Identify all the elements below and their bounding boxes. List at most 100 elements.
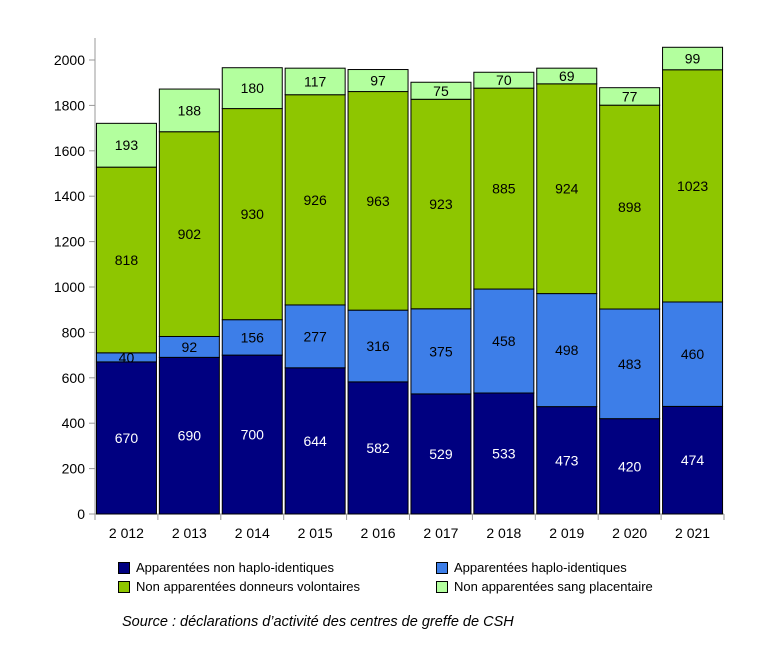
legend-item-unrelated-volunteer: Non apparentées donneurs volontaires — [118, 579, 436, 594]
y-tick-label: 2000 — [54, 52, 85, 68]
stacked-bar-chart: 0 200 400 600 800 1000 1200 1400 1600 1800 2000 2 … — [54, 38, 725, 541]
source-note: Source : déclarations d’activité des cen… — [122, 614, 514, 630]
bar-segment — [473, 288, 535, 394]
data-label: 930 — [241, 206, 265, 222]
data-label: 375 — [429, 343, 453, 359]
y-axis: 0 200 400 600 800 1000 1200 1400 1600 1800 2000 — [54, 38, 96, 522]
data-label: 180 — [241, 80, 265, 96]
bar-segment — [536, 406, 598, 515]
data-label: 898 — [618, 199, 642, 215]
x-axis: 2 012 2 013 2 014 2 015 2 016 2 017 2 018 2 019… — [94, 513, 725, 541]
y-tick-label: 800 — [62, 324, 86, 340]
bar-segment — [284, 94, 346, 306]
data-label: 156 — [241, 329, 265, 345]
x-tick-label: 2 018 — [486, 525, 521, 541]
bars: 670 40 818 193 690 92 902 188 700 156 930 180 644 277… — [95, 46, 724, 515]
x-tick-label: 2 021 — [675, 525, 710, 541]
legend-item-unrelated-cord-blood: Non apparentées sang placentaire — [436, 579, 736, 594]
bar-segment — [473, 87, 535, 290]
bar-segment — [95, 122, 157, 168]
data-label: 483 — [618, 356, 642, 372]
data-label: 97 — [370, 73, 386, 89]
bar-segment — [410, 308, 472, 395]
bar-segment — [221, 67, 283, 110]
data-label: 99 — [685, 51, 701, 67]
data-label: 117 — [304, 73, 327, 89]
bar-segment — [158, 88, 220, 133]
y-tick-label: 1200 — [54, 234, 85, 250]
bar-segment — [662, 301, 724, 407]
y-tick-label: 400 — [62, 415, 86, 431]
data-label: 923 — [429, 196, 453, 212]
data-label: 924 — [555, 181, 579, 197]
data-label: 690 — [178, 428, 202, 444]
bar-segment — [158, 356, 220, 515]
data-label: 316 — [366, 338, 390, 354]
y-tick-label: 1000 — [54, 279, 85, 295]
data-label: 40 — [119, 349, 135, 365]
data-label: 818 — [115, 252, 139, 268]
y-tick-label: 600 — [62, 370, 86, 386]
y-tick-label: 0 — [77, 506, 85, 522]
bar-segment — [95, 166, 157, 354]
data-label: 700 — [241, 427, 265, 443]
bar-segment — [536, 83, 598, 295]
data-label: 77 — [622, 88, 638, 104]
x-tick-label: 2 012 — [109, 525, 144, 541]
bar-segment — [662, 46, 724, 71]
bar-segment — [284, 367, 346, 515]
data-label: 498 — [555, 342, 579, 358]
bar-segment — [473, 392, 535, 515]
x-tick-label: 2 020 — [612, 525, 647, 541]
x-tick-label: 2 016 — [361, 525, 396, 541]
data-label: 926 — [303, 192, 327, 208]
data-label: 458 — [492, 333, 516, 349]
bar-segment — [284, 67, 346, 96]
bar-segment — [221, 108, 283, 321]
bar-segment — [473, 71, 535, 89]
bar-segment — [410, 81, 472, 100]
data-label: 670 — [115, 430, 139, 446]
x-tick-label: 2 017 — [423, 525, 458, 541]
data-label: 69 — [559, 68, 575, 84]
data-label: 582 — [366, 440, 390, 456]
data-label: 420 — [618, 458, 642, 474]
bar-segment — [599, 87, 661, 106]
data-label: 963 — [366, 193, 390, 209]
bar-segment — [221, 319, 283, 356]
data-label: 277 — [303, 328, 327, 344]
bar-segment — [284, 304, 346, 369]
data-label: 92 — [182, 339, 198, 355]
data-label: 474 — [681, 452, 705, 468]
x-tick-label: 2 014 — [235, 525, 270, 541]
data-label: 70 — [496, 72, 512, 88]
y-tick-label: 1400 — [54, 188, 85, 204]
legend-swatch — [118, 580, 130, 593]
data-label: 902 — [178, 226, 202, 242]
legend-label: Non apparentées sang placentaire — [454, 579, 653, 594]
bar-segment — [599, 104, 661, 310]
data-label: 529 — [429, 446, 453, 462]
data-label: 885 — [492, 181, 516, 197]
bar-segment — [347, 309, 409, 383]
data-label: 473 — [555, 452, 579, 468]
legend-label: Apparentées haplo-identiques — [454, 560, 627, 575]
y-tick-label: 200 — [62, 461, 86, 477]
bar-segment — [662, 405, 724, 515]
data-label: 460 — [681, 346, 705, 362]
bar-segment — [95, 361, 157, 515]
legend-swatch — [436, 561, 448, 574]
bar-segment — [347, 69, 409, 93]
bar-segment — [536, 67, 598, 85]
data-label: 75 — [433, 83, 449, 99]
legend-label: Non apparentées donneurs volontaires — [136, 579, 361, 594]
data-label: 533 — [492, 446, 516, 462]
data-label: 644 — [303, 433, 327, 449]
bar-segment — [662, 69, 724, 303]
x-tick-label: 2 013 — [172, 525, 207, 541]
bar-segment — [347, 91, 409, 311]
data-label: 193 — [115, 137, 139, 153]
legend-swatch — [436, 580, 448, 593]
y-tick-label: 1800 — [54, 97, 85, 113]
x-tick-label: 2 019 — [549, 525, 584, 541]
